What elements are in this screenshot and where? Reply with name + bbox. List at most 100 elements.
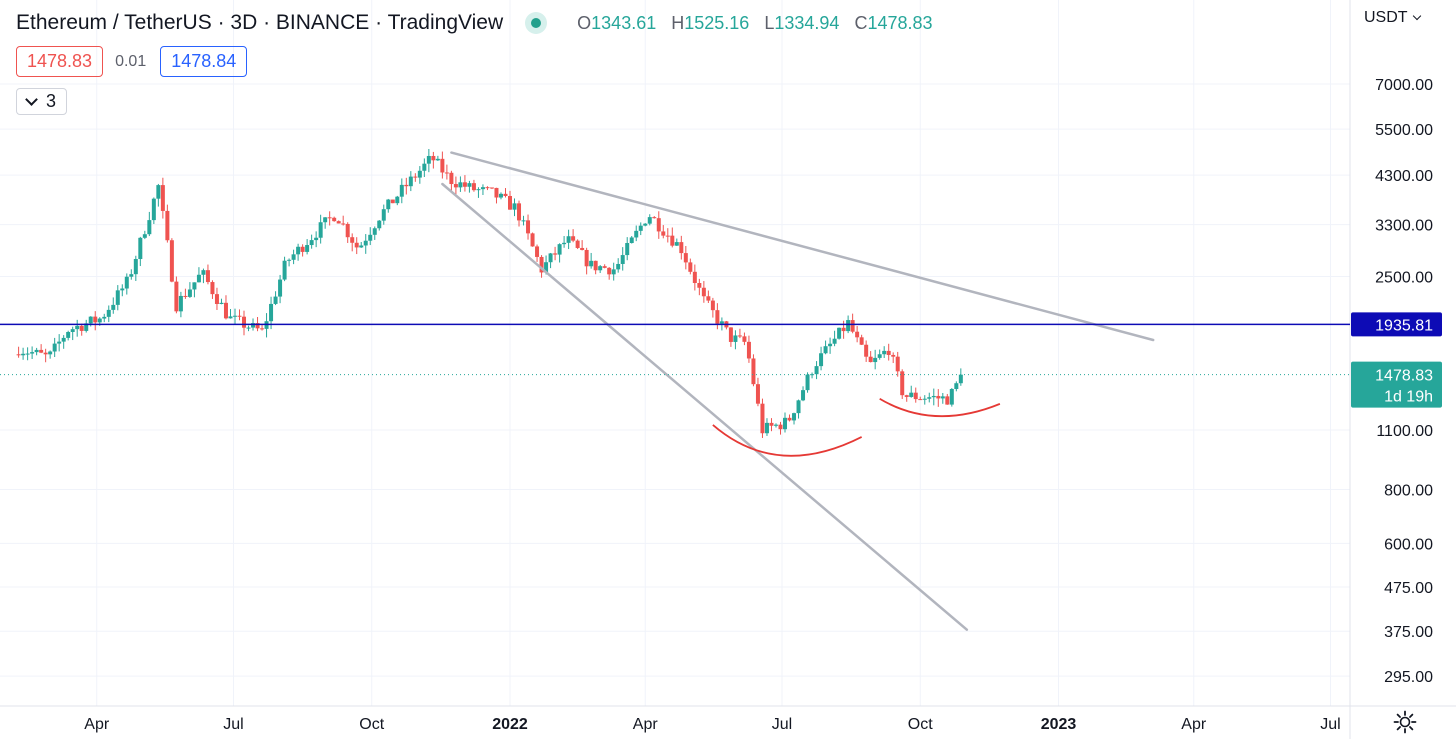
gear-icon[interactable] <box>1392 709 1418 735</box>
candle-body <box>571 236 576 241</box>
candle <box>498 192 503 200</box>
candle-body <box>395 196 400 204</box>
candle-body <box>764 422 769 434</box>
candle-body <box>341 223 346 225</box>
candle-body <box>435 158 440 161</box>
buy-price-button[interactable]: 1478.84 <box>160 46 248 77</box>
candle <box>566 229 571 250</box>
candle-body <box>30 352 35 354</box>
candle-body <box>106 309 111 317</box>
candle-body <box>21 353 26 356</box>
candle <box>300 244 305 257</box>
time-tick-label: Apr <box>633 716 659 733</box>
candle-body <box>521 220 526 222</box>
candle <box>620 247 625 271</box>
candle-body <box>900 371 905 396</box>
candle <box>336 220 341 224</box>
candle <box>683 246 688 270</box>
price-axis[interactable]: 7000.00 5500.00 4300.00 3300.00 2500.00 1100.… <box>1375 77 1433 686</box>
currency-label: USDT <box>1364 9 1408 26</box>
candle <box>485 186 490 191</box>
candle <box>61 335 66 349</box>
candle <box>408 171 413 192</box>
candle-body <box>363 240 368 246</box>
candle <box>444 164 449 180</box>
candle-body <box>616 263 621 270</box>
candle-body <box>728 327 733 342</box>
candle-body <box>102 316 107 319</box>
candle-body <box>670 235 675 246</box>
price-tick-label: 5500.00 <box>1375 122 1433 139</box>
candle <box>201 268 206 284</box>
interval: 3D <box>230 11 258 34</box>
price-tick-label: 295.00 <box>1384 669 1433 686</box>
candle <box>341 215 346 226</box>
candle-body <box>147 220 152 235</box>
candle-body <box>359 245 364 248</box>
horizontal-level-label: 1935.81 <box>1375 317 1433 334</box>
candle <box>936 389 941 407</box>
symbol-title[interactable]: Ethereum / TetherUS · 3D · BINANCE · Tra… <box>16 11 504 34</box>
price-tick-label: 4300.00 <box>1375 168 1433 185</box>
candle <box>476 187 481 198</box>
candle <box>350 233 355 252</box>
market-open-status-icon[interactable] <box>525 12 548 34</box>
candle-body <box>566 236 571 243</box>
candle <box>832 330 837 347</box>
candle-body <box>111 304 116 310</box>
candle-body <box>219 302 224 304</box>
candle-body <box>882 350 887 355</box>
candle <box>828 337 833 354</box>
candle <box>918 396 923 401</box>
candle <box>52 337 57 357</box>
candle <box>205 264 210 285</box>
candle <box>616 258 621 273</box>
candle-body <box>70 329 75 333</box>
candle-body <box>97 318 102 323</box>
last-price-label: 1478.83 <box>1375 368 1433 385</box>
currency-selector[interactable]: USDT <box>1364 9 1421 27</box>
candle-body <box>327 217 332 219</box>
candle-body <box>183 295 188 297</box>
candle <box>102 313 107 323</box>
candle-body <box>801 390 806 401</box>
candle <box>877 349 882 360</box>
time-axis[interactable]: Apr Jul Oct 2022 Apr Jul Oct 2023 Apr Jul <box>84 716 1340 733</box>
chevron-down-icon <box>25 93 38 106</box>
candle-body <box>120 288 125 291</box>
candle <box>773 423 778 428</box>
candle <box>837 327 842 340</box>
sell-price-button[interactable]: 1478.83 <box>16 46 104 77</box>
candle <box>183 288 188 299</box>
candle <box>70 326 75 341</box>
exchange: BINANCE <box>275 11 370 34</box>
candle-body <box>138 237 143 260</box>
indicators-toggle-button[interactable]: 3 <box>16 88 68 115</box>
candle <box>688 258 693 275</box>
candle <box>805 372 810 393</box>
candle-body <box>115 290 120 305</box>
candle-body <box>214 294 219 304</box>
candle-body <box>156 185 161 199</box>
candle <box>147 211 152 237</box>
candle <box>399 178 404 204</box>
candle-body <box>661 231 666 236</box>
candle-body <box>75 325 80 330</box>
candle-body <box>877 354 882 358</box>
candle <box>48 350 53 359</box>
candle-body <box>580 247 585 250</box>
open-label: O <box>577 12 592 33</box>
candle-body <box>503 193 508 197</box>
candle <box>214 287 219 310</box>
candle-body <box>940 396 945 399</box>
price-tick-label: 800.00 <box>1384 483 1433 500</box>
candle <box>557 243 562 263</box>
candle <box>755 377 760 407</box>
candle <box>855 326 860 343</box>
candle <box>634 225 639 242</box>
candle-body <box>598 266 603 271</box>
candle-body <box>823 346 828 354</box>
candle <box>43 348 48 363</box>
candle-body <box>246 327 251 329</box>
